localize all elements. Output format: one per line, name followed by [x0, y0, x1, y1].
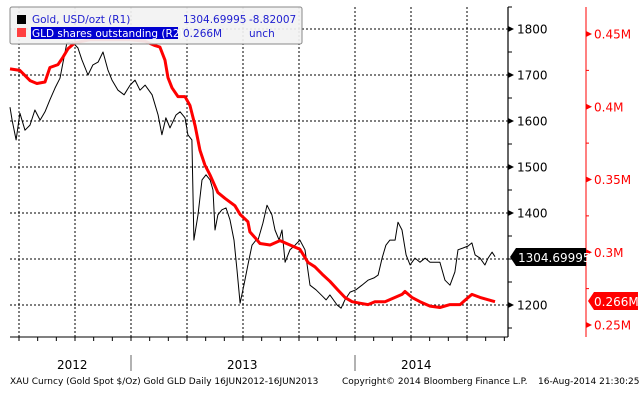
r1-tick-arrow — [508, 72, 514, 78]
legend-change-gld: unch — [249, 28, 275, 40]
legend-change-gold: -8.82007 — [249, 14, 296, 26]
r2-tick-arrow — [586, 322, 592, 328]
legend-last-gold: 1304.69995 — [183, 14, 246, 26]
legend-highlight — [31, 27, 178, 39]
r1-tick-arrow — [508, 302, 514, 308]
r1-tick-arrow — [508, 118, 514, 124]
r2-tick-arrow — [586, 103, 592, 110]
series-lines — [9, 38, 496, 309]
r1-tick-label: 1400 — [517, 207, 548, 221]
last-value-gld-text: 0.266M — [594, 295, 639, 309]
legend-label-gold: Gold, USD/ozt (R1) — [32, 14, 130, 26]
r2-tick-label: 0.35M — [594, 173, 631, 187]
legend: Gold, USD/ozt (R1) 1304.69995 -8.82007 G… — [9, 6, 303, 45]
footer-security: XAU Curncy (Gold Spot $/Oz) Gold GLD Dai… — [10, 377, 318, 387]
r2-tick-label: 0.25M — [594, 319, 631, 333]
r1-tick-arrow — [508, 164, 514, 170]
x-tick-2013: 2013 — [227, 358, 258, 372]
r1-tick-label: 1600 — [517, 115, 548, 129]
legend-label-gld: GLD shares outstanding (R2) — [32, 28, 184, 40]
r2-tick-arrow — [586, 176, 592, 183]
r2-tick-arrow — [586, 31, 592, 37]
legend-swatch-gld — [17, 28, 26, 37]
legend-swatch-gold — [17, 15, 26, 24]
r1-tick-arrow — [508, 210, 514, 216]
r1-tick-arrow — [508, 26, 514, 32]
r2-tick-label: 0.4M — [594, 100, 623, 114]
r2-tick-label: 0.45M — [594, 28, 631, 42]
axes: 1800 1700 1600 1500 1400 1200 0.45M 0.4M 0.35M 0.… — [10, 6, 631, 341]
footer-copyright: Copyright© 2014 Bloomberg Finance L.P. — [342, 377, 527, 387]
r2-tick-label: 0.3M — [594, 246, 623, 260]
r1-tick-label: 1800 — [517, 23, 548, 37]
r1-tick-label: 1200 — [517, 299, 548, 313]
r1-tick-label: 1500 — [517, 161, 548, 175]
last-value-gld: 0.266M — [588, 292, 639, 310]
grid — [10, 7, 508, 337]
gold-price-line — [9, 41, 496, 309]
last-value-gold-text: 1304.69995 — [518, 251, 591, 265]
legend-last-gld: 0.266M — [183, 28, 222, 40]
last-value-gold: 1304.69995 — [510, 248, 591, 266]
r2-tick-arrow — [586, 249, 592, 256]
footer-timestamp: 16-Aug-2014 21:30:25 — [538, 377, 640, 387]
gld-shares-line — [9, 38, 496, 309]
x-tick-2014: 2014 — [401, 358, 432, 372]
r1-tick-label: 1700 — [517, 69, 548, 83]
x-tick-2012: 2012 — [57, 358, 88, 372]
